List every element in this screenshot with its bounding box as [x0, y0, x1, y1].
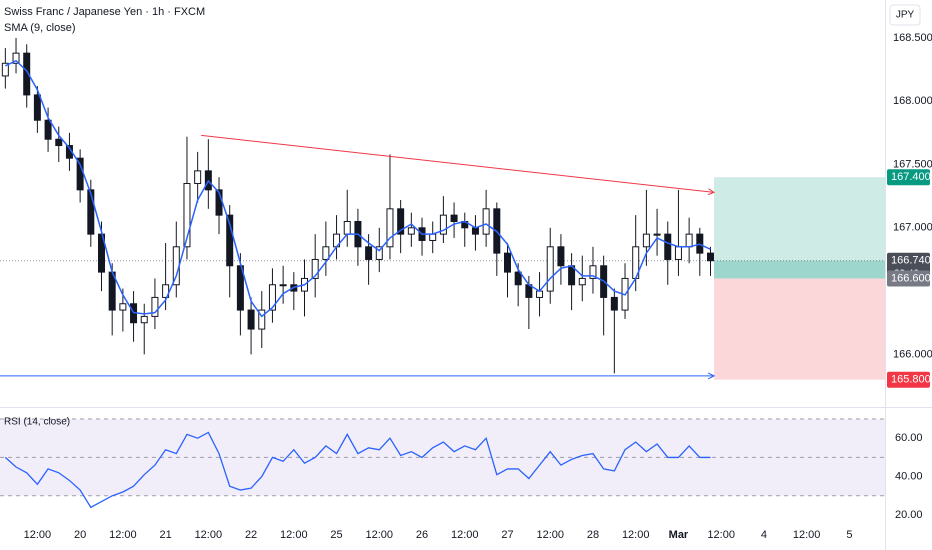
y-tick-label: 168.500 [893, 32, 932, 44]
currency-box[interactable] [889, 4, 921, 26]
x-tick-label: 12:00 [195, 529, 223, 541]
target-zone [714, 177, 885, 279]
candle-body [685, 233, 693, 248]
y-tick-label: 166.000 [893, 348, 932, 360]
candle-body [119, 303, 127, 311]
chart-title: Swiss Franc / Japanese Yen · 1h · FXCM [4, 6, 205, 18]
candle-body [546, 246, 554, 292]
candle-body [664, 233, 672, 260]
candle-body [674, 246, 682, 260]
candle-body [375, 246, 383, 260]
candle-body [33, 94, 41, 121]
x-tick-label: 5 [846, 529, 852, 541]
x-tick-label: 12:00 [451, 529, 479, 541]
x-tick-label: 12:00 [280, 529, 308, 541]
x-tick-label: 26 [416, 529, 428, 541]
y-tick-label: 167.500 [893, 158, 932, 170]
x-tick-label: 20 [74, 529, 86, 541]
candle-body [471, 227, 479, 235]
target-label: 167.400 [891, 171, 931, 183]
candle-body [386, 208, 394, 248]
stop-zone [714, 278, 885, 380]
rsi-tick-label: 20.00 [895, 509, 923, 521]
candle-body [407, 227, 415, 235]
trendline [201, 134, 714, 192]
rsi-tick-label: 40.00 [895, 471, 923, 483]
candle-body [12, 52, 20, 64]
x-tick-label: 12:00 [707, 529, 735, 541]
currency: JPY [896, 10, 915, 21]
candle-body [44, 119, 52, 140]
candle-body [536, 290, 544, 298]
candle-body [268, 284, 276, 311]
candle-body [642, 233, 650, 248]
last-price-label: 166.740 [891, 255, 931, 267]
indicator-label: SMA (9, close) [4, 22, 76, 34]
candle-body [162, 284, 170, 298]
candle-body [1, 62, 9, 77]
candle-body [76, 157, 84, 191]
candle-body [311, 258, 319, 279]
candle-body [343, 220, 351, 235]
candle-body [429, 233, 437, 241]
candle-body [140, 315, 148, 324]
stop-label: 165.800 [891, 374, 931, 386]
sma-line [5, 59, 711, 318]
x-tick-label: 25 [330, 529, 342, 541]
candle-body [194, 170, 202, 185]
candle-body [365, 246, 373, 260]
candle-body [226, 214, 234, 267]
x-tick-label: 12:00 [793, 529, 821, 541]
x-tick-label: 12:00 [366, 529, 394, 541]
candle-body [322, 246, 330, 260]
y-tick-label: 168.000 [893, 95, 932, 107]
x-tick-label: 12:00 [622, 529, 650, 541]
entry-badge [887, 270, 930, 287]
candle-body [653, 233, 661, 236]
candle-body [439, 214, 447, 235]
candle-body [503, 252, 511, 273]
x-tick-label: 12:00 [536, 529, 564, 541]
x-tick-label: 4 [761, 529, 767, 541]
candle-body [514, 271, 522, 286]
candle-body [397, 208, 405, 235]
candle-body [183, 183, 191, 248]
entry-label: 166.600 [891, 272, 931, 284]
candle-body [578, 277, 586, 286]
x-tick-label: Mar [669, 529, 689, 541]
candle-body [258, 309, 266, 330]
rsi-title: RSI (14, close) [4, 417, 70, 428]
candle-body [247, 309, 255, 330]
candle-body [557, 246, 565, 267]
x-tick-label: 27 [501, 529, 513, 541]
candle-body [610, 296, 618, 311]
x-tick-label: 28 [587, 529, 599, 541]
rsi-tick-label: 60.00 [895, 432, 923, 444]
candle-body [482, 208, 490, 235]
target-badge [887, 169, 930, 186]
x-tick-label: 12:00 [24, 529, 52, 541]
x-tick-label: 22 [245, 529, 257, 541]
candle-body [23, 52, 31, 96]
rsi-line [4, 431, 711, 509]
x-tick-label: 21 [159, 529, 171, 541]
stop-badge [887, 371, 930, 388]
candle-body [706, 252, 714, 262]
candle-body [589, 265, 597, 279]
candle-body [55, 138, 63, 147]
candle-body [279, 284, 287, 287]
x-tick-label: 12:00 [109, 529, 137, 541]
candle-body [450, 214, 458, 222]
candle-body [87, 189, 95, 235]
candle-body [151, 296, 159, 317]
open-profit-zone [714, 260, 885, 279]
y-tick-label: 167.000 [893, 222, 932, 234]
